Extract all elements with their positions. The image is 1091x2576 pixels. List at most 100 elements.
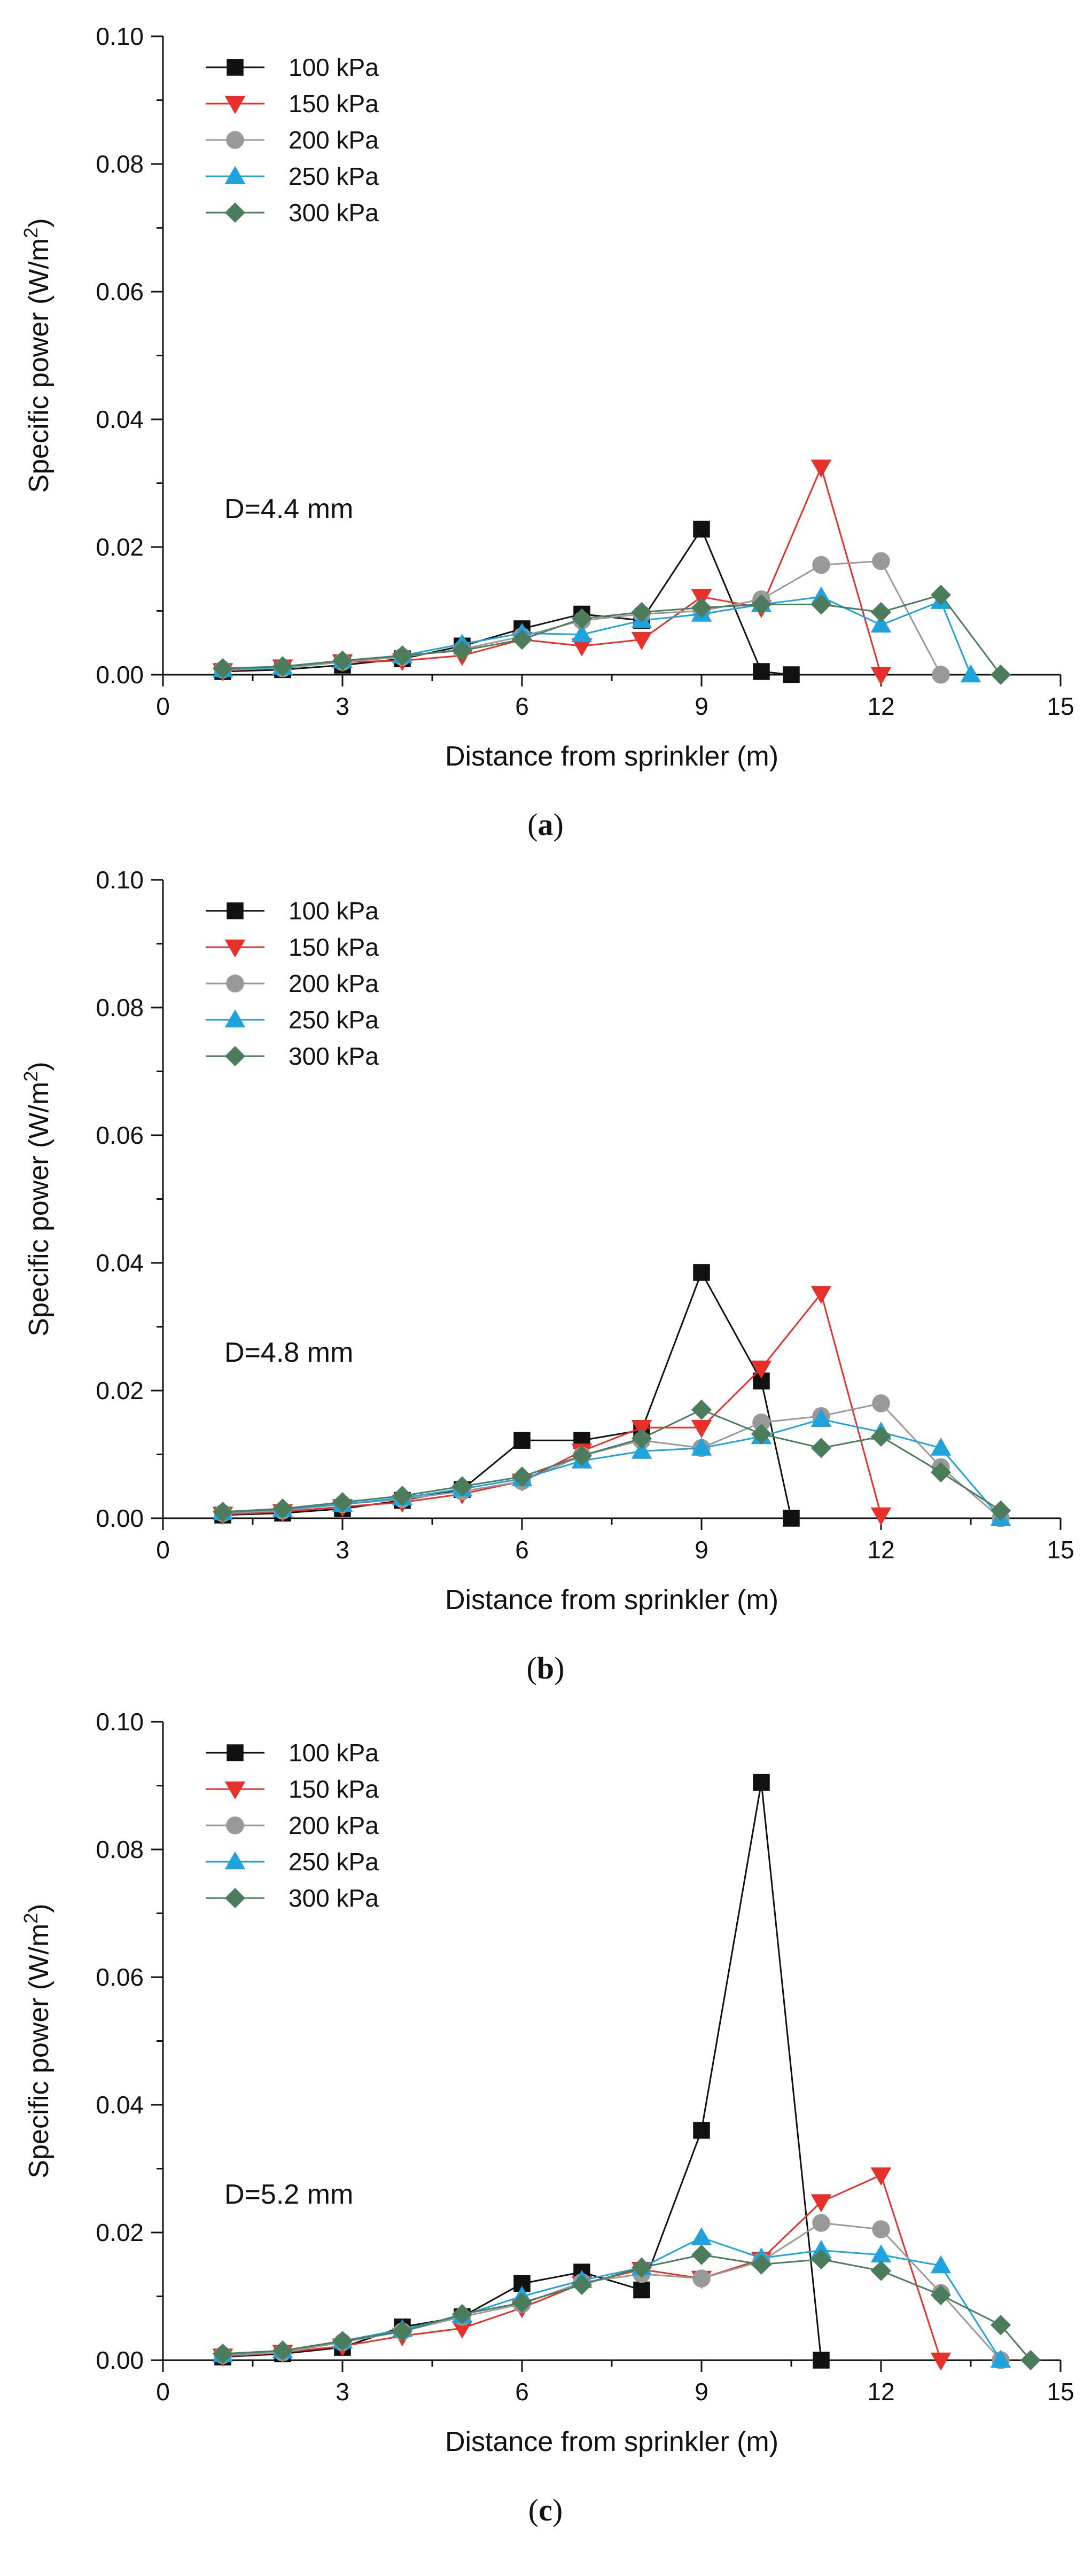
data-point [990,1500,1011,1521]
legend-entry-label: 250 kPa [289,1848,379,1876]
y-tick-label: 0.08 [96,150,144,178]
y-tick-label: 0.00 [96,661,144,689]
series-150-kpa [212,1286,892,1526]
legend-marker [224,1009,246,1028]
legend-marker [226,1816,244,1835]
x-tick-label: 15 [1047,692,1074,720]
legend-marker [224,96,246,114]
legend-entry-label: 100 kPa [289,897,379,925]
y-tick-label: 0.10 [96,22,144,50]
data-point [811,2194,832,2213]
data-point [392,2321,413,2342]
y-tick-label: 0.08 [96,1836,144,1863]
data-point [932,666,950,684]
legend: 100 kPa 150 kPa 200 kPa 250 kPa 300 kPa [206,897,379,1070]
data-point [751,594,772,615]
x-tick-label: 9 [695,692,708,720]
data-point [811,1409,832,1427]
legend-marker [224,1781,246,1800]
series-250-kpa [212,586,981,683]
data-point [631,2257,652,2278]
diameter-annotation: D=4.4 mm [224,494,353,525]
y-tick-label: 0.00 [96,1504,144,1532]
data-point [212,1501,233,1523]
data-point [631,632,652,650]
data-point [930,2285,952,2306]
legend-entry-label: 150 kPa [289,90,379,118]
data-point [872,2220,890,2238]
data-point [811,459,832,478]
data-point [571,624,593,642]
data-point [990,2349,1011,2368]
data-point [332,2331,353,2352]
x-tick-label: 3 [336,692,349,720]
data-point [692,2269,711,2288]
data-point [631,1428,652,1449]
panel-caption-letter: c [539,2493,552,2527]
data-point [332,1492,353,1513]
legend-entry-label: 250 kPa [289,1006,379,1034]
y-axis-title-close: ) [24,1061,54,1071]
data-point [783,1510,800,1527]
legend-marker [224,1045,246,1067]
series-100-kpa [214,520,800,683]
data-point [633,2281,650,2299]
x-tick-label: 15 [1047,2378,1074,2406]
data-point [571,1445,593,1466]
x-axis-title: Distance from sprinkler (m) [445,741,778,772]
data-point [272,1498,293,1519]
data-point [811,1438,832,1458]
legend-marker [227,1744,244,1761]
data-point [872,1394,890,1412]
legend-entry-label: 200 kPa [289,126,379,154]
data-point [513,1432,531,1449]
series-line [222,1292,882,1516]
x-tick-label: 3 [336,1536,349,1564]
series-line [222,594,1002,675]
data-point [272,2340,293,2361]
series-300-kpa [212,1399,1011,1523]
data-point [930,1462,952,1483]
series-300-kpa [212,584,1011,685]
legend-marker [226,974,244,993]
data-point [451,1476,473,1497]
data-point [631,1441,652,1459]
data-point [571,608,593,629]
y-axis-title: Specific power (W/m2) [20,1903,54,2178]
series-300-kpa [212,2244,1041,2371]
x-tick-label: 0 [156,2378,170,2406]
legend-entry-label: 300 kPa [289,1042,379,1070]
y-tick-label: 0.02 [96,533,144,561]
legend-marker [224,1851,246,1870]
y-axis-title: Specific power (W/m2) [20,218,54,493]
data-point [753,663,770,680]
panel-caption: (a) [527,807,564,842]
legend-marker [224,939,246,958]
legend-marker [224,202,246,223]
data-point [571,2274,593,2296]
y-axis-title-superscript: 2 [20,1071,42,1082]
data-point [870,667,892,685]
data-point [753,1774,770,1791]
data-point [693,2122,710,2139]
legend: 100 kPa 150 kPa 200 kPa 250 kPa 300 kPa [206,1739,379,1912]
data-point [511,2292,533,2313]
data-point [990,664,1011,685]
x-axis-title: Distance from sprinkler (m) [445,2426,778,2457]
data-point [212,658,233,679]
data-point [1020,2349,1041,2371]
data-point [870,1507,892,1526]
data-point [751,1424,772,1445]
data-point [691,2227,712,2245]
data-point [870,1426,892,1447]
data-point [872,552,890,571]
data-point [451,2304,473,2325]
data-point [870,614,892,633]
x-tick-label: 3 [336,2378,349,2406]
y-axis-title-close: ) [24,218,54,227]
x-tick-label: 12 [867,692,894,720]
legend-marker [227,59,244,76]
data-point [751,2254,772,2275]
data-point [693,1264,710,1281]
series-line [222,1409,1001,1513]
